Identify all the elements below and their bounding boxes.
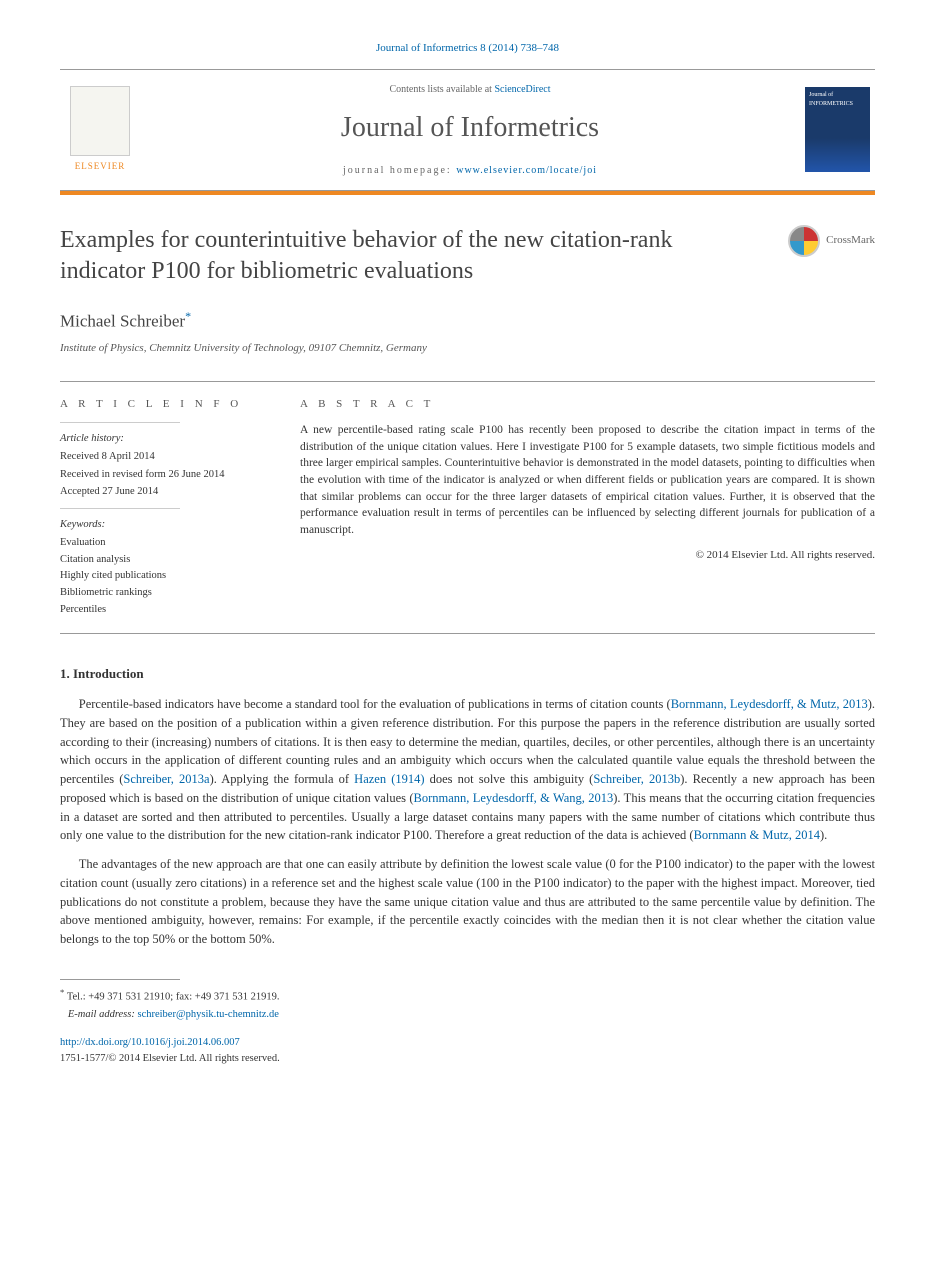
contents-line: Contents lists available at ScienceDirec…: [140, 82, 800, 97]
accent-bar: [60, 191, 875, 195]
info-rule: [60, 422, 180, 423]
email-link[interactable]: schreiber@physik.tu-chemnitz.de: [137, 1009, 278, 1020]
crossmark-icon: [788, 225, 820, 257]
author-name: Michael Schreiber*: [60, 307, 875, 334]
info-rule: [60, 508, 180, 509]
abstract-text: A new percentile-based rating scale P100…: [300, 422, 875, 539]
sciencedirect-link[interactable]: ScienceDirect: [494, 84, 550, 95]
cover-thumbnail[interactable]: Journal of INFORMETRICS: [800, 70, 875, 190]
history-item: Accepted 27 June 2014: [60, 484, 260, 500]
journal-header-box: ELSEVIER Contents lists available at Sci…: [60, 69, 875, 191]
header-citation: Journal of Informetrics 8 (2014) 738–748: [60, 40, 875, 57]
abstract-copyright: © 2014 Elsevier Ltd. All rights reserved…: [300, 547, 875, 564]
corr-mark[interactable]: *: [185, 309, 191, 323]
info-abstract-block: A R T I C L E I N F O Article history: R…: [60, 381, 875, 634]
homepage-prefix: journal homepage:: [343, 165, 456, 176]
footnotes: * Tel.: +49 371 531 21910; fax: +49 371 …: [60, 986, 875, 1067]
header-center: Contents lists available at ScienceDirec…: [140, 70, 800, 190]
footnote-separator: [60, 979, 180, 980]
corr-mark-icon: *: [60, 987, 64, 997]
page: Journal of Informetrics 8 (2014) 738–748…: [0, 0, 935, 1106]
doi-block: http://dx.doi.org/10.1016/j.joi.2014.06.…: [60, 1035, 875, 1067]
text-run: Percentile-based indicators have become …: [79, 697, 671, 711]
keyword: Highly cited publications: [60, 568, 260, 584]
corresponding-footnote: * Tel.: +49 371 531 21910; fax: +49 371 …: [60, 986, 875, 1005]
section-heading: 1. Introduction: [60, 664, 875, 684]
article-title: Examples for counterintuitive behavior o…: [60, 225, 740, 287]
elsevier-tree-icon: [70, 86, 130, 156]
crossmark-badge[interactable]: CrossMark: [788, 225, 875, 257]
contents-prefix: Contents lists available at: [389, 84, 494, 95]
citation-link[interactable]: Schreiber, 2013a: [123, 772, 209, 786]
citation-link[interactable]: Schreiber, 2013b: [593, 772, 680, 786]
text-run: ). Applying the formula of: [210, 772, 355, 786]
issn-line: 1751-1577/© 2014 Elsevier Ltd. All right…: [60, 1053, 280, 1064]
citation-link[interactable]: Hazen (1914): [354, 772, 424, 786]
corr-text: Tel.: +49 371 531 21910; fax: +49 371 53…: [67, 991, 280, 1002]
homepage-link[interactable]: www.elsevier.com/locate/joi: [456, 165, 597, 176]
elsevier-logo[interactable]: ELSEVIER: [60, 70, 140, 190]
article-info-column: A R T I C L E I N F O Article history: R…: [60, 382, 280, 633]
citation-link[interactable]: Bornmann & Mutz, 2014: [694, 828, 820, 842]
author-text: Michael Schreiber: [60, 312, 185, 331]
affiliation: Institute of Physics, Chemnitz Universit…: [60, 340, 875, 357]
text-run: does not solve this ambiguity (: [425, 772, 594, 786]
elsevier-label: ELSEVIER: [75, 160, 126, 174]
keyword: Evaluation: [60, 535, 260, 551]
journal-title: Journal of Informetrics: [140, 107, 800, 149]
citation-link[interactable]: Bornmann, Leydesdorff, & Mutz, 2013: [671, 697, 868, 711]
history-head: Article history:: [60, 431, 260, 447]
homepage-line: journal homepage: www.elsevier.com/locat…: [140, 163, 800, 178]
keyword: Percentiles: [60, 602, 260, 618]
introduction-section: 1. Introduction Percentile-based indicat…: [60, 664, 875, 949]
doi-link[interactable]: http://dx.doi.org/10.1016/j.joi.2014.06.…: [60, 1037, 240, 1048]
abstract-label: A B S T R A C T: [300, 396, 875, 413]
crossmark-label: CrossMark: [826, 232, 875, 249]
email-footnote: E-mail address: schreiber@physik.tu-chem…: [60, 1007, 875, 1023]
history-item: Received 8 April 2014: [60, 449, 260, 465]
body-paragraph: The advantages of the new approach are t…: [60, 855, 875, 949]
cover-image: Journal of INFORMETRICS: [805, 87, 870, 172]
keyword: Bibliometric rankings: [60, 585, 260, 601]
keyword: Citation analysis: [60, 552, 260, 568]
keywords-head: Keywords:: [60, 517, 260, 533]
citation-link[interactable]: Bornmann, Leydesdorff, & Wang, 2013: [414, 791, 614, 805]
abstract-column: A B S T R A C T A new percentile-based r…: [280, 382, 875, 633]
article-header: Examples for counterintuitive behavior o…: [60, 225, 875, 287]
info-label: A R T I C L E I N F O: [60, 396, 260, 413]
text-run: ).: [820, 828, 827, 842]
history-item: Received in revised form 26 June 2014: [60, 467, 260, 483]
email-label: E-mail address:: [68, 1009, 138, 1020]
body-paragraph: Percentile-based indicators have become …: [60, 695, 875, 845]
